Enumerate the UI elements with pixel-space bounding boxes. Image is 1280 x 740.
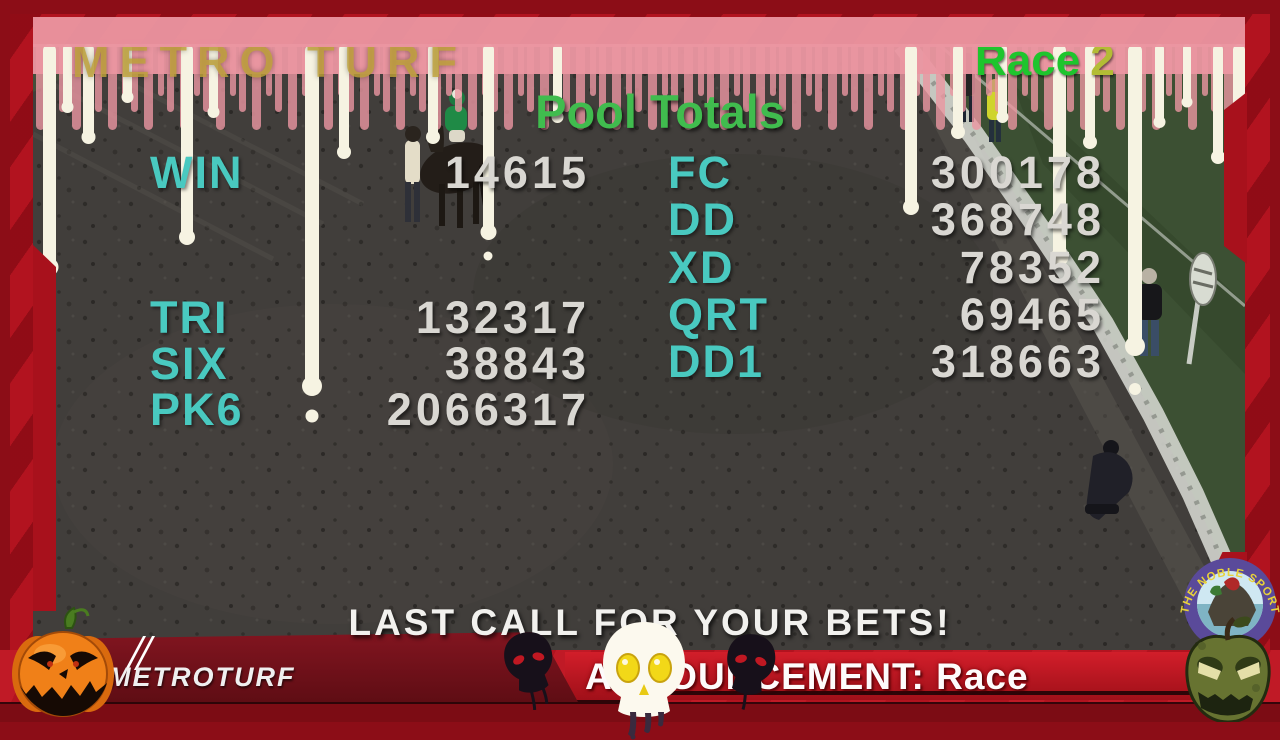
- white-skull-icon: [603, 622, 685, 740]
- pool-row-tri: TRI 132317: [150, 292, 590, 343]
- logo-plate: [33, 632, 578, 702]
- pool-label: DD: [668, 194, 737, 245]
- pool-row-pk6: PK6 2066317: [150, 384, 590, 435]
- pool-row-dd: DD 368748: [668, 194, 1105, 245]
- zombie-apple-badge-icon: THE NOBLE SPORT OF KINGS: [1172, 542, 1280, 722]
- pool-value: 2066317: [386, 384, 590, 435]
- pool-totals-title: Pool Totals: [535, 85, 785, 138]
- frame-seam: [95, 700, 625, 704]
- pool-label: XD: [668, 242, 735, 293]
- person-crouching: [1085, 440, 1133, 520]
- pool-row-six: SIX 38843: [150, 338, 590, 389]
- pool-value: 132317: [415, 292, 590, 343]
- black-skull-icon: [504, 632, 553, 710]
- frame-notch-right-top: [1224, 92, 1247, 264]
- pool-value: 368748: [930, 194, 1105, 245]
- frame-notch-left: [33, 245, 56, 611]
- pool-label: WIN: [150, 147, 244, 198]
- pool-row-xd: XD 78352: [668, 242, 1105, 293]
- pool-row-dd1: DD1 318663: [668, 336, 1105, 387]
- pool-label: PK6: [150, 384, 244, 435]
- pool-value: 14615: [444, 147, 590, 198]
- pool-value: 300178: [930, 147, 1105, 198]
- black-skull-icon: [727, 634, 776, 710]
- furlong-pole: [1186, 252, 1217, 365]
- pool-row-qrt: QRT 69465: [668, 289, 1105, 340]
- frame-seam: [620, 691, 1235, 695]
- pool-label: FC: [668, 147, 732, 198]
- pool-value: 78352: [959, 242, 1105, 293]
- pool-label: TRI: [150, 292, 229, 343]
- pool-label: SIX: [150, 338, 229, 389]
- pool-row-fc: FC 300178: [668, 147, 1105, 198]
- race-video-feed: [33, 44, 1245, 655]
- pool-label: QRT: [668, 289, 769, 340]
- metroturf-logo-text: METROTURF: [108, 662, 296, 692]
- pool-value: 318663: [930, 336, 1105, 387]
- broadcast-frame: METRO TURF Race 2 Pool Totals WIN 14615 T…: [0, 14, 1280, 740]
- pink-drip-band: [33, 17, 1245, 47]
- pool-label: DD1: [668, 336, 765, 387]
- pool-value: 38843: [444, 338, 590, 389]
- pool-row-win: WIN 14615: [150, 147, 590, 198]
- jack-o-lantern-icon: [12, 606, 114, 717]
- pool-value: 69465: [959, 289, 1105, 340]
